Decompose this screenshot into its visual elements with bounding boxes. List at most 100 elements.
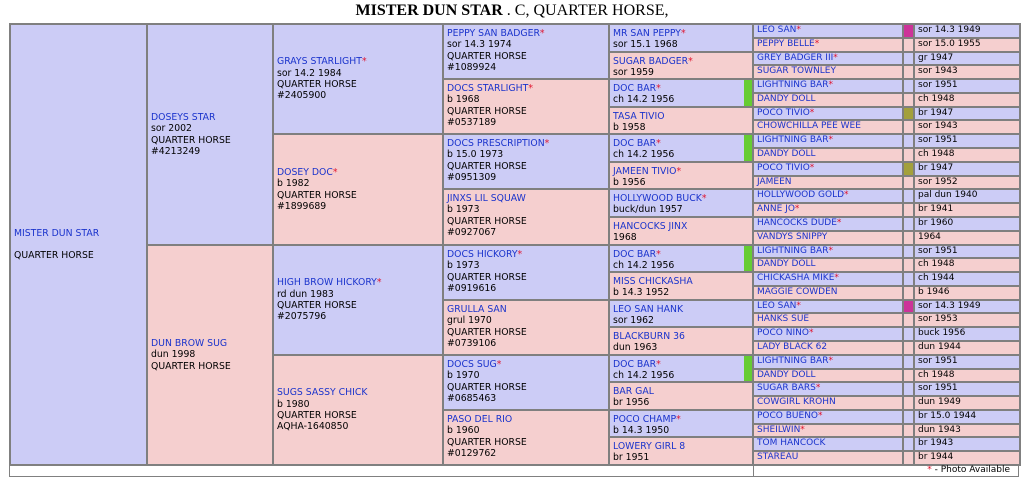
horse-name-link[interactable]: VANDYS SNIPPY — [757, 232, 828, 242]
horse-info-line: sor 15.1 1968 — [613, 39, 678, 51]
sire-line-marker — [744, 356, 752, 381]
horse-name-link[interactable]: HIGH BROW HICKORY — [277, 277, 377, 289]
color-swatch — [903, 148, 914, 162]
horse-name-link[interactable]: LEO SAN — [757, 25, 797, 35]
gen5-horse-cell: DANDY DOLL — [753, 93, 903, 107]
horse-name-link[interactable]: DOCS PRESCRIPTION — [447, 138, 545, 149]
gen5-horse-cell: LIGHTNING BAR* — [753, 245, 903, 258]
horse-name-link[interactable]: DUN BROW SUG — [151, 337, 228, 349]
horse-name-link[interactable]: GRAYS STARLIGHT — [277, 56, 362, 68]
horse-name-link[interactable]: JINXS LIL SQUAW — [447, 193, 526, 204]
horse-name-link[interactable]: POCO CHAMP — [613, 414, 677, 425]
horse-name-link[interactable]: GREY BADGER III — [757, 53, 834, 63]
horse-name-link[interactable]: CHICKASHA MIKE — [757, 273, 835, 283]
horse-info-line: QUARTER HORSE — [277, 300, 357, 311]
color-swatch — [903, 107, 914, 120]
horse-name-link[interactable]: POCO BUENO — [757, 411, 819, 421]
photo-available-star: * — [676, 414, 681, 425]
horse-name-link[interactable]: MR SAN PEPPY — [613, 28, 681, 39]
horse-name-link[interactable]: COWGIRL KROHN — [757, 397, 836, 407]
horse-name-link[interactable]: PEPPY SAN BADGER — [447, 28, 540, 39]
gen5-horse-cell: HANKS SUE — [753, 313, 903, 327]
horse-name-link[interactable]: PASO DEL RIO — [447, 414, 513, 425]
subject-name-link[interactable]: MISTER DUN STAR — [14, 227, 100, 239]
horse-name-link[interactable]: LEO SAN — [757, 301, 797, 311]
gen5-horse-info: b 1946 — [914, 286, 1020, 300]
gen5-horse-cell: LIGHTNING BAR* — [753, 134, 903, 148]
horse-name-link[interactable]: LIGHTNING BAR — [757, 356, 829, 366]
photo-available-star: * — [544, 138, 550, 149]
color-swatch — [903, 120, 914, 134]
horse-name-link[interactable]: DOC BAR — [613, 83, 657, 94]
name-line: HIGH BROW HICKORY* — [277, 277, 439, 288]
horse-name-link[interactable]: BLACKBURN 36 — [613, 331, 685, 342]
horse-name-link[interactable]: LIGHTNING BAR — [757, 135, 829, 145]
horse-info-line: QUARTER HORSE — [151, 360, 231, 372]
photo-available-star: * — [809, 163, 815, 173]
horse-name-link[interactable]: TASA TIVIO — [613, 111, 665, 122]
horse-name-link[interactable]: DOCS HICKORY — [447, 249, 518, 260]
name-line: PEPPY SAN BADGER* — [447, 28, 605, 39]
horse-name-link[interactable]: LIGHTNING BAR — [757, 246, 829, 256]
name-line: DOCS PRESCRIPTION* — [447, 138, 605, 149]
horse-info-line: QUARTER HORSE — [447, 326, 527, 338]
horse-name-link[interactable]: POCO NINO — [757, 328, 809, 338]
gen3-horse-cell: DOCS SUG* b 1970 QUARTER HORSE #0685463 — [443, 355, 609, 410]
horse-name-link[interactable]: BAR GAL — [613, 386, 654, 397]
gen3-horse-cell: DOCS STARLIGHT* b 1968 QUARTER HORSE #05371… — [443, 79, 609, 134]
gen2-horse-cell: SUGS SASSY CHICK b 1980 QUARTER HORSE AQHA-… — [273, 355, 443, 465]
horse-name-link[interactable]: ANNE JO — [757, 204, 795, 214]
horse-name-link[interactable]: GRULLA SAN — [447, 304, 507, 315]
horse-name-link[interactable]: SUGAR BADGER — [613, 56, 689, 67]
horse-name-link[interactable]: LADY BLACK 62 — [757, 342, 828, 352]
sire-line-marker — [744, 135, 752, 161]
horse-name-link[interactable]: SUGAR BARS — [757, 383, 816, 393]
horse-name-link[interactable]: DANDY DOLL — [757, 149, 816, 159]
horse-name-link[interactable]: STAREAU — [757, 452, 799, 462]
gen4-horse-cell: BLACKBURN 36 dun 1963 — [609, 327, 753, 355]
horse-name-link[interactable]: LIGHTNING BAR — [757, 80, 829, 90]
horse-name-link[interactable]: HOLLYWOOD BUCK — [613, 193, 702, 204]
horse-name-link[interactable]: DOCS SUG — [447, 359, 497, 370]
horse-name-link[interactable]: MAGGIE COWDEN — [757, 287, 838, 297]
gen5-horse-cell: DANDY DOLL — [753, 369, 903, 382]
name-line: DOCS SUG* — [447, 359, 605, 370]
horse-name-link[interactable]: DOCS STARLIGHT — [447, 83, 529, 94]
horse-name-link[interactable]: DOSEY DOC — [277, 166, 333, 178]
horse-name-link[interactable]: DOSEYS STAR — [151, 111, 216, 123]
horse-name-link[interactable]: JAMEEN TIVIO — [613, 166, 677, 177]
horse-name-link[interactable]: DOC BAR — [613, 249, 657, 260]
horse-name-link[interactable]: DANDY DOLL — [757, 94, 816, 104]
horse-name-link[interactable]: HOLLYWOOD GOLD — [757, 190, 845, 200]
gen5-horse-cell: STAREAU — [753, 451, 903, 465]
name-line: HOLLYWOOD BUCK* — [613, 193, 749, 204]
color-swatch — [903, 410, 914, 424]
horse-info-line: #0927067 — [447, 227, 497, 239]
horse-name-link[interactable]: LOWERY GIRL 8 — [613, 441, 686, 452]
horse-name-link[interactable]: POCO TIVIO — [757, 108, 810, 118]
color-swatch — [903, 162, 914, 176]
horse-name-link[interactable]: TOM HANCOCK — [757, 438, 826, 448]
gen5-horse-cell: HANCOCKS DUDE* — [753, 217, 903, 231]
color-swatch — [903, 217, 914, 231]
horse-name-link[interactable]: DANDY DOLL — [757, 370, 816, 380]
horse-name-link[interactable]: LEO SAN HANK — [613, 304, 684, 315]
horse-name-link[interactable]: SUGAR TOWNLEY — [757, 66, 836, 76]
horse-name-link[interactable]: SUGS SASSY CHICK — [277, 387, 368, 399]
color-swatch — [903, 24, 914, 38]
horse-name-link[interactable]: DANDY DOLL — [757, 259, 816, 269]
gen5-horse-info: sor 1951 — [914, 382, 1020, 396]
horse-name-link[interactable]: SHEILWIN — [757, 425, 801, 435]
horse-name-link[interactable]: MISS CHICKASHA — [613, 276, 693, 287]
horse-name-link[interactable]: CHOWCHILLA PEE WEE — [757, 121, 861, 131]
photo-available-star: * — [794, 204, 800, 214]
horse-info-line: QUARTER HORSE — [447, 436, 527, 448]
horse-name-link[interactable]: JAMEEN — [757, 177, 792, 187]
horse-name-link[interactable]: HANKS SUE — [757, 314, 810, 324]
horse-name-link[interactable]: POCO TIVIO — [757, 163, 810, 173]
horse-name-link[interactable]: DOC BAR — [613, 138, 657, 149]
horse-name-link[interactable]: HANCOCKS DUDE — [757, 218, 837, 228]
horse-name-link[interactable]: HANCOCKS JINX — [613, 221, 688, 232]
horse-name-link[interactable]: PEPPY BELLE — [757, 39, 815, 49]
horse-name-link[interactable]: DOC BAR — [613, 359, 657, 370]
